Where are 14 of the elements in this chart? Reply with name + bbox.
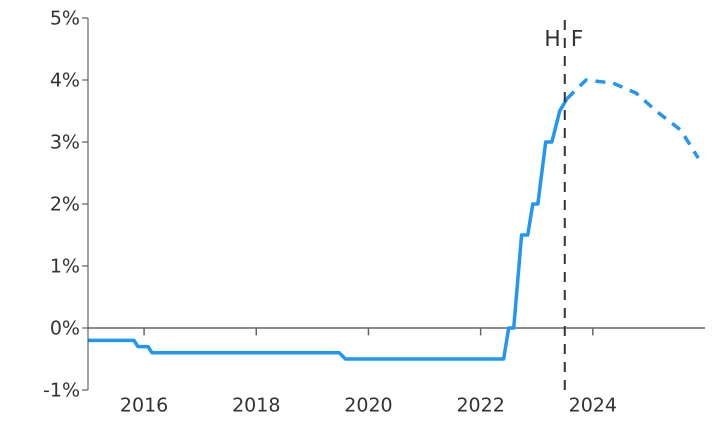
y-tick-label: 2% — [50, 194, 80, 216]
x-tick-label: 2018 — [232, 394, 280, 416]
x-tick-label: 2020 — [344, 394, 393, 416]
y-tick-label: 3% — [50, 132, 80, 154]
y-tick-label: 4% — [50, 70, 80, 92]
annotation: F — [570, 27, 584, 52]
x-tick-label: 2022 — [456, 394, 505, 416]
y-tick-label: 5% — [50, 8, 80, 30]
y-tick-label: 1% — [50, 256, 80, 278]
x-tick-label: 2024 — [568, 394, 617, 416]
y-tick-label: -1% — [43, 380, 80, 402]
y-tick-label: 0% — [50, 318, 80, 340]
annotation: H — [544, 27, 561, 52]
x-tick-label: 2016 — [120, 394, 168, 416]
